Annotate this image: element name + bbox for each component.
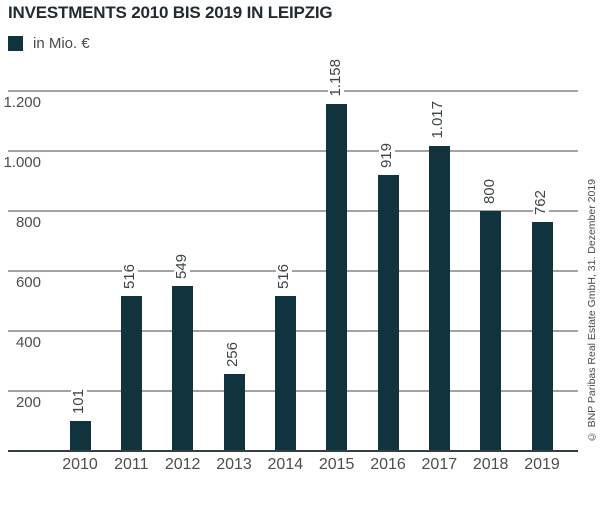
bar-value-label: 762 xyxy=(532,187,549,219)
y-axis-tick-label: 200 xyxy=(15,394,41,411)
bar-value-label: 1.017 xyxy=(429,98,447,142)
bar-value-label: 1.158 xyxy=(327,56,344,100)
x-axis-tick-label: 2013 xyxy=(216,456,252,473)
bar-2013 xyxy=(223,374,245,451)
x-axis-tick-label: 2012 xyxy=(164,456,201,473)
x-axis-tick-label: 2010 xyxy=(62,456,98,473)
y-axis-tick-label: 1.200 xyxy=(3,94,41,111)
y-axis-tick-label: 800 xyxy=(15,214,41,231)
bar-2010 xyxy=(69,420,91,451)
x-axis-tick-label: 2014 xyxy=(267,456,304,473)
bar-2011 xyxy=(120,296,142,451)
y-axis-tick-label: 600 xyxy=(15,274,41,291)
bar-2017 xyxy=(428,145,450,451)
bar-2016 xyxy=(377,175,399,451)
x-axis-tick-label: 2015 xyxy=(318,456,355,473)
bar-2012 xyxy=(172,286,194,451)
bar-value-label: 516 xyxy=(121,261,139,293)
y-axis-tick-label: 1.000 xyxy=(3,154,41,171)
bar-value-label: 919 xyxy=(378,140,395,172)
x-axis-tick-label: 2019 xyxy=(524,456,560,473)
bar-2015 xyxy=(326,103,348,451)
x-axis-baseline xyxy=(8,450,578,452)
bar-value-label: 549 xyxy=(173,251,190,283)
y-axis-tick-label: 400 xyxy=(15,334,41,351)
legend-swatch-icon xyxy=(8,36,23,51)
x-axis-tick-label: 2018 xyxy=(472,456,509,473)
bar-2014 xyxy=(274,296,296,451)
gridline xyxy=(8,150,578,152)
chart-title: INVESTMENTS 2010 BIS 2019 IN LEIPZIG xyxy=(8,3,333,22)
bar-value-label: 800 xyxy=(481,175,498,207)
bar-2018 xyxy=(480,211,502,451)
bar-value-label: 516 xyxy=(275,261,293,293)
bar-value-label: 256 xyxy=(224,339,241,371)
bar-2019 xyxy=(531,222,553,451)
x-axis-tick-label: 2011 xyxy=(114,456,149,473)
gridline xyxy=(8,270,578,272)
copyright-note: © BNP Paribas Real Estate GmbH, 31. Deze… xyxy=(586,178,598,442)
x-axis-tick-label: 2016 xyxy=(370,456,406,473)
bar-value-label: 101 xyxy=(70,385,87,417)
gridline xyxy=(8,210,578,212)
gridline xyxy=(8,90,578,92)
legend-label: in Mio. € xyxy=(33,35,90,52)
x-axis-tick-label: 2017 xyxy=(421,456,458,473)
